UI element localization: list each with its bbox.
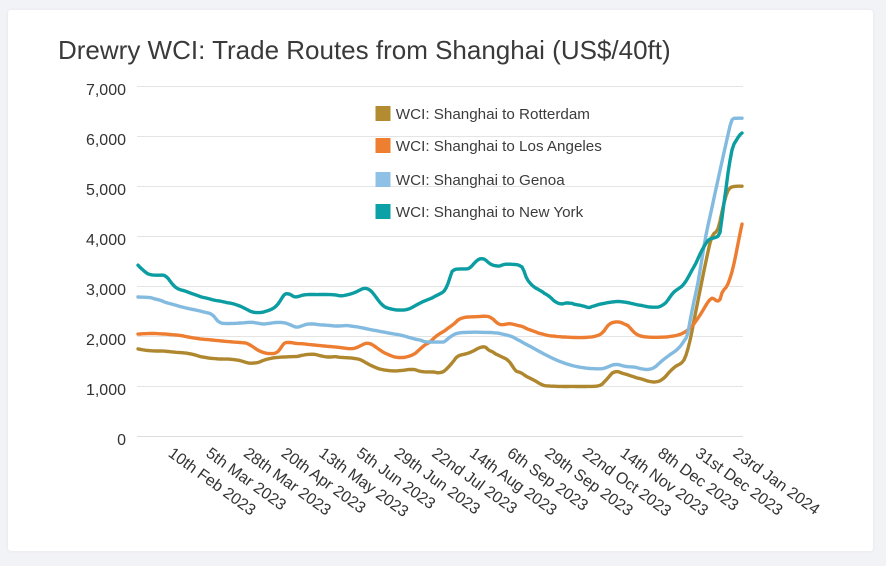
svg-text:WCI: Shanghai to Genoa: WCI: Shanghai to Genoa bbox=[396, 172, 565, 189]
svg-text:WCI: Shanghai to Rotterdam: WCI: Shanghai to Rotterdam bbox=[396, 106, 590, 123]
svg-text:0: 0 bbox=[117, 432, 126, 449]
svg-text:3,000: 3,000 bbox=[86, 282, 126, 299]
svg-text:5,000: 5,000 bbox=[86, 182, 126, 199]
svg-text:4,000: 4,000 bbox=[86, 232, 126, 249]
svg-text:1,000: 1,000 bbox=[86, 382, 126, 399]
svg-text:WCI: Shanghai to New York: WCI: Shanghai to New York bbox=[396, 204, 584, 221]
svg-text:6,000: 6,000 bbox=[86, 132, 126, 149]
svg-text:7,000: 7,000 bbox=[86, 82, 126, 99]
svg-text:2,000: 2,000 bbox=[86, 332, 126, 349]
svg-text:WCI: Shanghai to Los Angeles: WCI: Shanghai to Los Angeles bbox=[396, 138, 602, 155]
